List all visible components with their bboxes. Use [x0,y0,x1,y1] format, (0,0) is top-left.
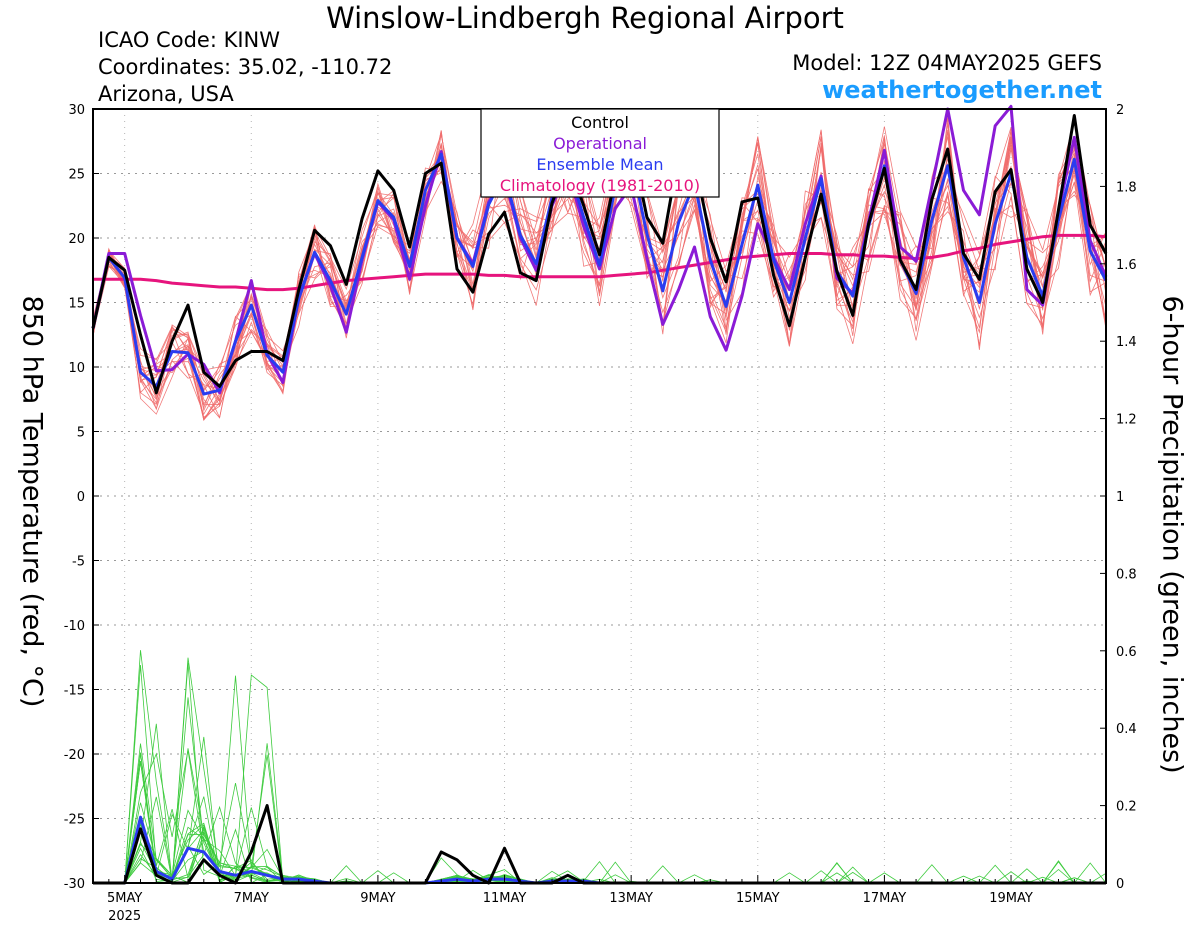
axis-ticks: 302520151050-5-10-15-20-25-3021.81.61.41… [64,103,1137,924]
y-tick-label: 30 [68,103,85,118]
operational-temp-line [91,104,1108,395]
y-tick-label: -30 [64,877,85,892]
legend-entry: Control [571,113,629,132]
y-tick-label: 25 [68,168,85,183]
control-temp-line [91,114,1108,395]
y-tick-label: 15 [68,297,85,312]
y2-tick-label: 0.2 [1116,800,1137,815]
y-tick-label: -20 [64,748,85,763]
x-tick-label: 7MAY [234,891,269,906]
y2-tick-label: 1 [1116,490,1124,505]
legend: Control Operational Ensemble Mean Climatolo… [480,108,720,198]
y-tick-label: -25 [64,813,85,828]
x-tick-label: 15MAY [736,891,780,906]
temp-member-line [92,126,1107,418]
y2-tick-label: 0.6 [1116,645,1137,660]
brand-link[interactable]: weathertogether.net [822,76,1102,104]
y2-tick-label: 1.4 [1116,335,1137,350]
y-tick-label: -15 [64,684,85,699]
precip-member-line [93,674,1106,884]
x-tick-label: 9MAY [360,891,395,906]
y2-tick-label: 1.8 [1116,180,1137,195]
model-info: Model: 12Z 04MAY2025 GEFS [792,51,1102,75]
y2-tick-label: 0.4 [1116,722,1137,737]
y-tick-label: 10 [68,361,85,376]
x-tick-label: 19MAY [989,891,1033,906]
y2-tick-label: 2 [1116,103,1124,118]
precip-member-line [93,657,1107,884]
x-tick-label: 11MAY [483,891,527,906]
ensemble-temp-line [91,152,1108,396]
coordinates: Coordinates: 35.02, -110.72 [98,55,393,79]
y-tick-label: -10 [64,619,85,634]
ensemble-precip-line [93,815,1106,885]
legend-entry: Operational [553,134,647,153]
y-tick-label: 0 [77,490,85,505]
x-tick-label: 17MAY [863,891,907,906]
y-tick-label: 5 [77,426,85,441]
precip-member-line [93,662,1106,884]
legend-entry: Climatology (1981-2010) [500,176,700,195]
station-info: ICAO Code: KINW Coordinates: 35.02, -110… [98,27,392,108]
region: Arizona, USA [98,82,234,106]
y2-tick-label: 1.6 [1116,258,1137,273]
x-tick-label: 5MAY [107,891,142,906]
y-tick-label: -5 [72,555,85,570]
chart-title: Winslow-Lindbergh Regional Airport [326,1,844,35]
legend-entry: Ensemble Mean [536,155,663,174]
icao-code: ICAO Code: KINW [98,28,281,52]
precip-member-line [93,675,1106,884]
precip-member-line [93,650,1106,884]
legend-box [480,108,720,198]
x-tick-label: 13MAY [609,891,653,906]
y2-tick-label: 0 [1116,877,1124,892]
ensemble-members [92,117,1107,884]
x-tick-sublabel: 2025 [108,909,141,924]
y2-tick-label: 1.2 [1116,413,1137,428]
climatology-temp-line [93,233,1107,292]
y2-tick-label: 0.8 [1116,567,1137,582]
y-tick-label: 20 [68,232,85,247]
precip-member-line [93,664,1106,884]
